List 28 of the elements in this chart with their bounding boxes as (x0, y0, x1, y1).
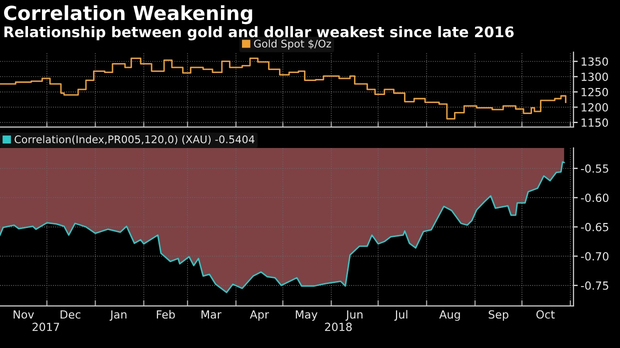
x-tick-label: Oct (536, 310, 555, 319)
y-tick-label: 1350 (582, 57, 608, 66)
y-tick-label: -0.65 (580, 222, 608, 232)
y-tick-label: -0.55 (580, 164, 608, 173)
y-tick-label: 1150 (582, 118, 608, 127)
y-tick-label: 1300 (582, 72, 608, 82)
text: 2017 (32, 322, 60, 332)
y-tick-label: -0.70 (580, 252, 608, 261)
y-tick-label: 1200 (582, 103, 608, 112)
x-tick-label: Apr (250, 310, 270, 321)
x-tick-label: Mar (202, 310, 222, 319)
x-tick-label: Jul (394, 310, 408, 321)
legend-label: Correlation(Index,PR005,120,0) (XAU) -0.5404 (14, 135, 254, 145)
chart-subtitle: Relationship between gold and dollar weakest since late 2016 (4, 26, 514, 40)
y-tick-label: 1250 (582, 88, 608, 96)
x-tick-label: Aug (439, 310, 460, 321)
text: 2018 (325, 322, 352, 332)
x-tick-label: Feb (156, 310, 175, 319)
legend-label: Gold Spot $/Oz (254, 40, 332, 50)
x-tick-label: Nov (14, 310, 34, 319)
x-tick-label: Jan (110, 310, 126, 321)
y-tick-label: -0.75 (580, 281, 608, 290)
x-tick-label: May (296, 310, 318, 321)
x-tick-label: Jun (345, 310, 362, 321)
x-tick-label: Dec (60, 310, 80, 319)
chart-title: Correlation Weakening (4, 5, 252, 24)
x-tick-label: Sep (488, 310, 508, 321)
y-tick-label: -0.60 (580, 194, 608, 202)
